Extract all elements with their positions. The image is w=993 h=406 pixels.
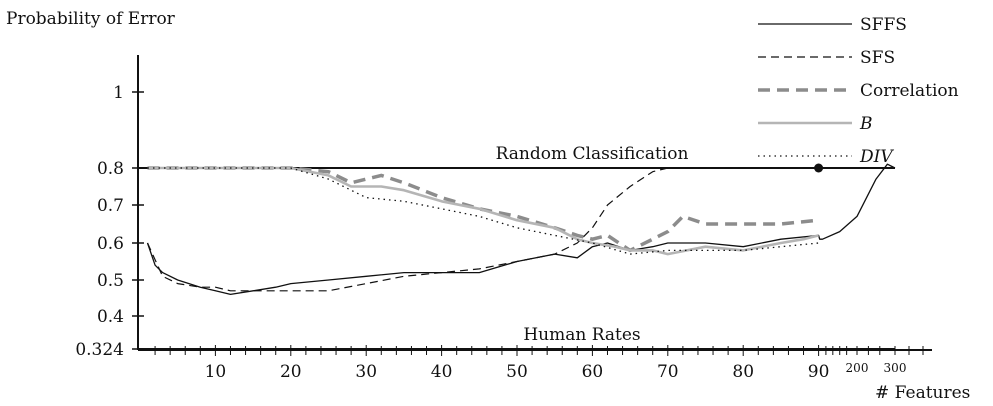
y-tick-label: 0.7 (97, 196, 124, 216)
x-tick-label: 50 (506, 362, 528, 382)
series-line-sffs (146, 163, 896, 296)
x-tick-label: 90 (808, 362, 830, 382)
legend-label: B (859, 114, 873, 134)
x-tick-label: 60 (582, 362, 604, 382)
legend-label: SFFS (860, 15, 907, 35)
x-tick-label: 30 (355, 362, 377, 382)
x-tick-label: 20 (280, 362, 302, 382)
series-line-b (147, 166, 819, 256)
series-line-div (147, 167, 819, 255)
reference-line-label: Human Rates (523, 325, 640, 345)
x-tick-label: 200 (846, 361, 869, 375)
axes: 0.324 0.4 0.5 0.6 0.7 0.8 1 10 20 30 40 50 60 70 80 90 2… (75, 55, 932, 382)
x-tick-label: 80 (732, 362, 754, 382)
reference-lines: Random Classification Human Rates (138, 144, 895, 350)
y-tick-label: 1 (113, 83, 124, 103)
legend: SFFS SFS Correlation B DIV (758, 15, 959, 167)
y-tick-label: 0.6 (97, 234, 124, 254)
legend-label: DIV (859, 147, 894, 167)
x-tick-label: 40 (431, 362, 453, 382)
series-line-sfs (146, 167, 819, 292)
y-axis-title: Probability of Error (6, 9, 176, 29)
x-tick-label: 70 (657, 362, 679, 382)
y-tick-label: 0.4 (97, 307, 124, 327)
reference-line-label: Random Classification (496, 144, 689, 164)
data-point-marker (814, 163, 824, 173)
y-tick-label: 0.5 (97, 271, 124, 291)
series-lines (146, 163, 896, 296)
y-tick-label: 0.8 (97, 159, 124, 179)
x-tick-label: 300 (884, 361, 907, 375)
markers (814, 163, 824, 173)
x-tick-label: 10 (205, 362, 227, 382)
legend-label: SFS (860, 48, 895, 68)
x-axis-title: # Features (875, 383, 970, 403)
legend-label: Correlation (860, 81, 959, 101)
y-tick-label: 0.324 (75, 340, 124, 360)
